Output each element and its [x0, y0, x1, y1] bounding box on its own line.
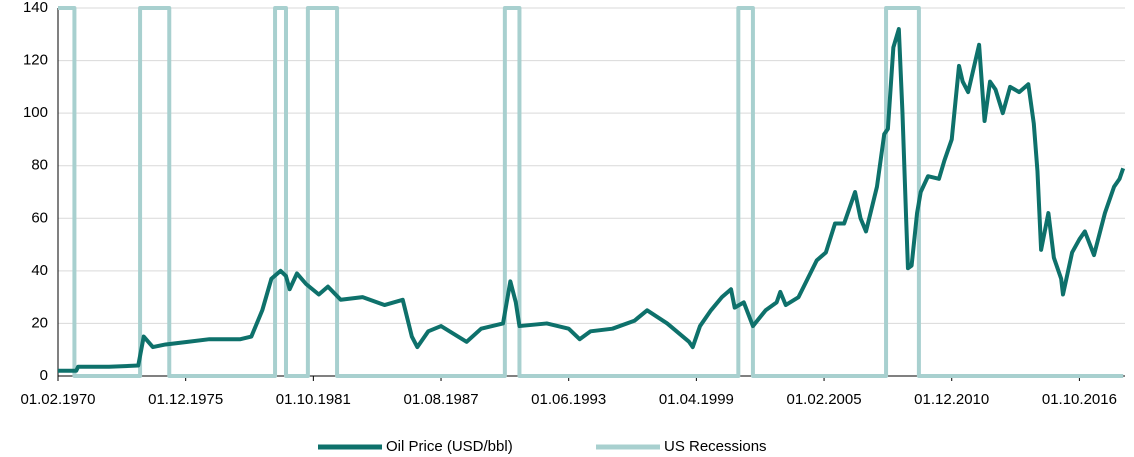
y-tick-label: 60 [31, 209, 48, 226]
x-tick-label: 01.02.2005 [787, 391, 862, 408]
legend-label: Oil Price (USD/bbl) [386, 438, 513, 455]
y-tick-label: 120 [23, 52, 48, 69]
y-tick-label: 140 [23, 0, 48, 16]
x-tick-label: 01.10.2016 [1042, 391, 1117, 408]
x-tick-label: 01.12.2010 [914, 391, 989, 408]
y-tick-label: 20 [31, 314, 48, 331]
legend-label: US Recessions [664, 438, 767, 455]
y-tick-label: 100 [23, 104, 48, 121]
x-tick-label: 01.04.1999 [659, 391, 734, 408]
series-line [58, 6, 1124, 378]
x-tick-label: 01.12.1975 [148, 391, 223, 408]
x-tick-label: 01.10.1981 [276, 391, 351, 408]
x-tick-label: 01.08.1987 [403, 391, 478, 408]
y-tick-label: 0 [40, 367, 48, 384]
y-tick-label: 40 [31, 262, 48, 279]
x-tick-label: 01.06.1993 [531, 391, 606, 408]
y-tick-label: 80 [31, 157, 48, 174]
series-line [58, 27, 1126, 373]
x-tick-label: 01.02.1970 [20, 391, 95, 408]
